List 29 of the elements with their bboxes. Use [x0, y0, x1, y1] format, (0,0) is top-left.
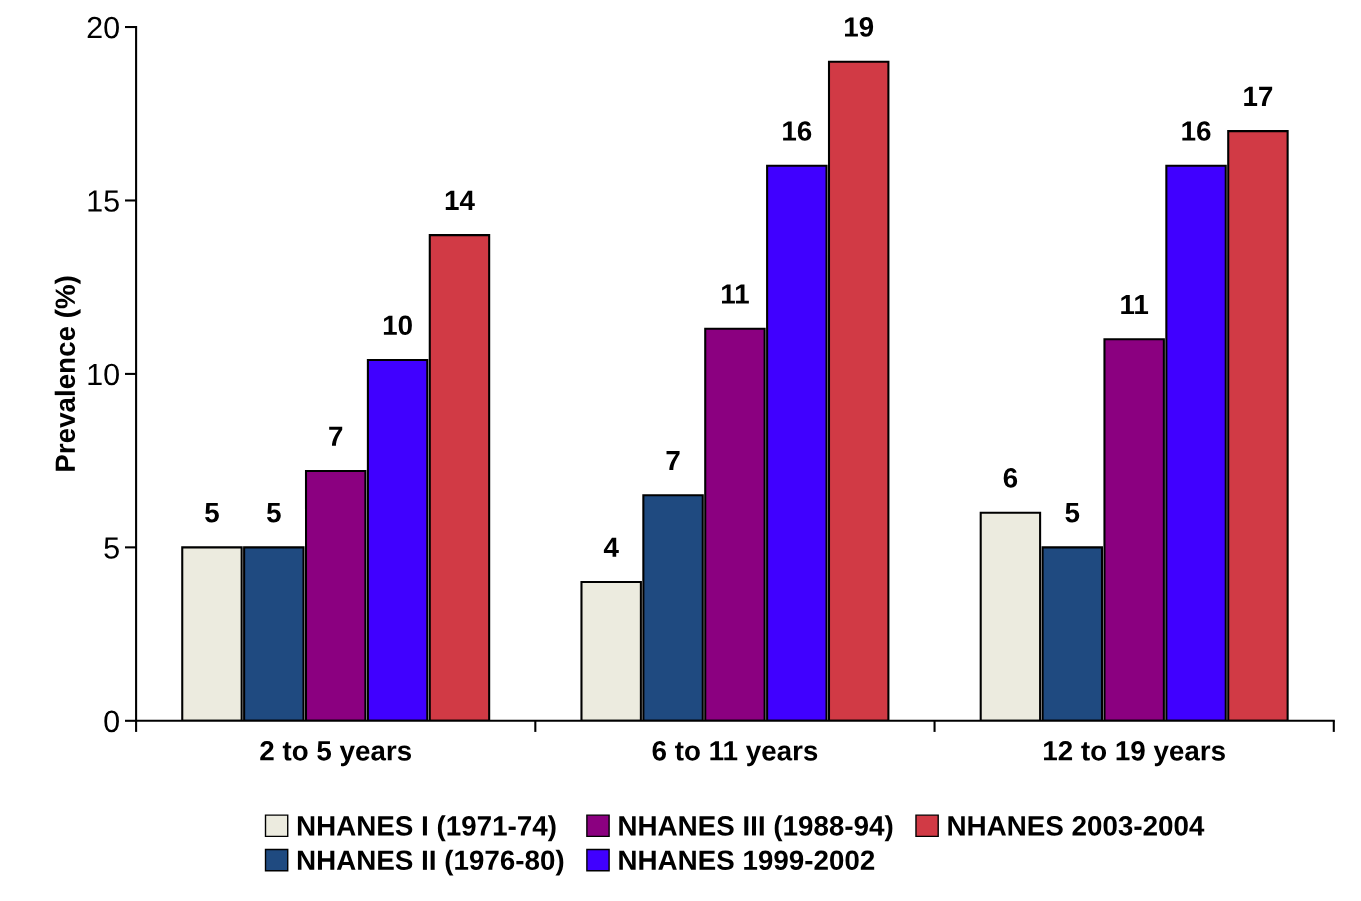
y-tick-label: 0: [104, 710, 119, 733]
legend-label: NHANES III (1988-94): [619, 815, 893, 842]
data-label: 4: [603, 537, 619, 557]
y-tick-label: 15: [88, 190, 119, 212]
data-label: 14: [445, 190, 475, 210]
y-tick-label: 20: [87, 16, 119, 39]
data-label: 7: [666, 451, 680, 471]
y-tick-label: 10: [88, 363, 119, 386]
data-label: 16: [783, 121, 812, 141]
legend-label: NHANES II (1976-80): [297, 849, 564, 876]
x-tick-label: 6 to 11 years: [652, 740, 818, 767]
data-label: 7: [329, 426, 343, 446]
data-label: 6: [1003, 468, 1018, 488]
x-tick-label: 2 to 5 years: [260, 740, 412, 767]
data-label: 17: [1244, 86, 1273, 106]
x-tick-label: 12 to 19 years: [1044, 740, 1225, 767]
data-label: 10: [383, 315, 412, 336]
legend-label: NHANES I (1971-74): [297, 815, 556, 842]
y-tick-label: 5: [104, 537, 119, 559]
data-label: 11: [1121, 294, 1149, 315]
data-label: 5: [205, 503, 219, 523]
data-label: 5: [266, 503, 281, 523]
data-label: 11: [722, 284, 749, 304]
y-axis-title: Prevalence (%): [54, 276, 81, 471]
data-label: 16: [1182, 121, 1211, 141]
data-label: 19: [845, 17, 874, 37]
legend-label: NHANES 1999-2002: [619, 850, 875, 871]
legend-label: NHANES 2003-2004: [948, 816, 1205, 836]
data-label: 5: [1065, 503, 1080, 523]
